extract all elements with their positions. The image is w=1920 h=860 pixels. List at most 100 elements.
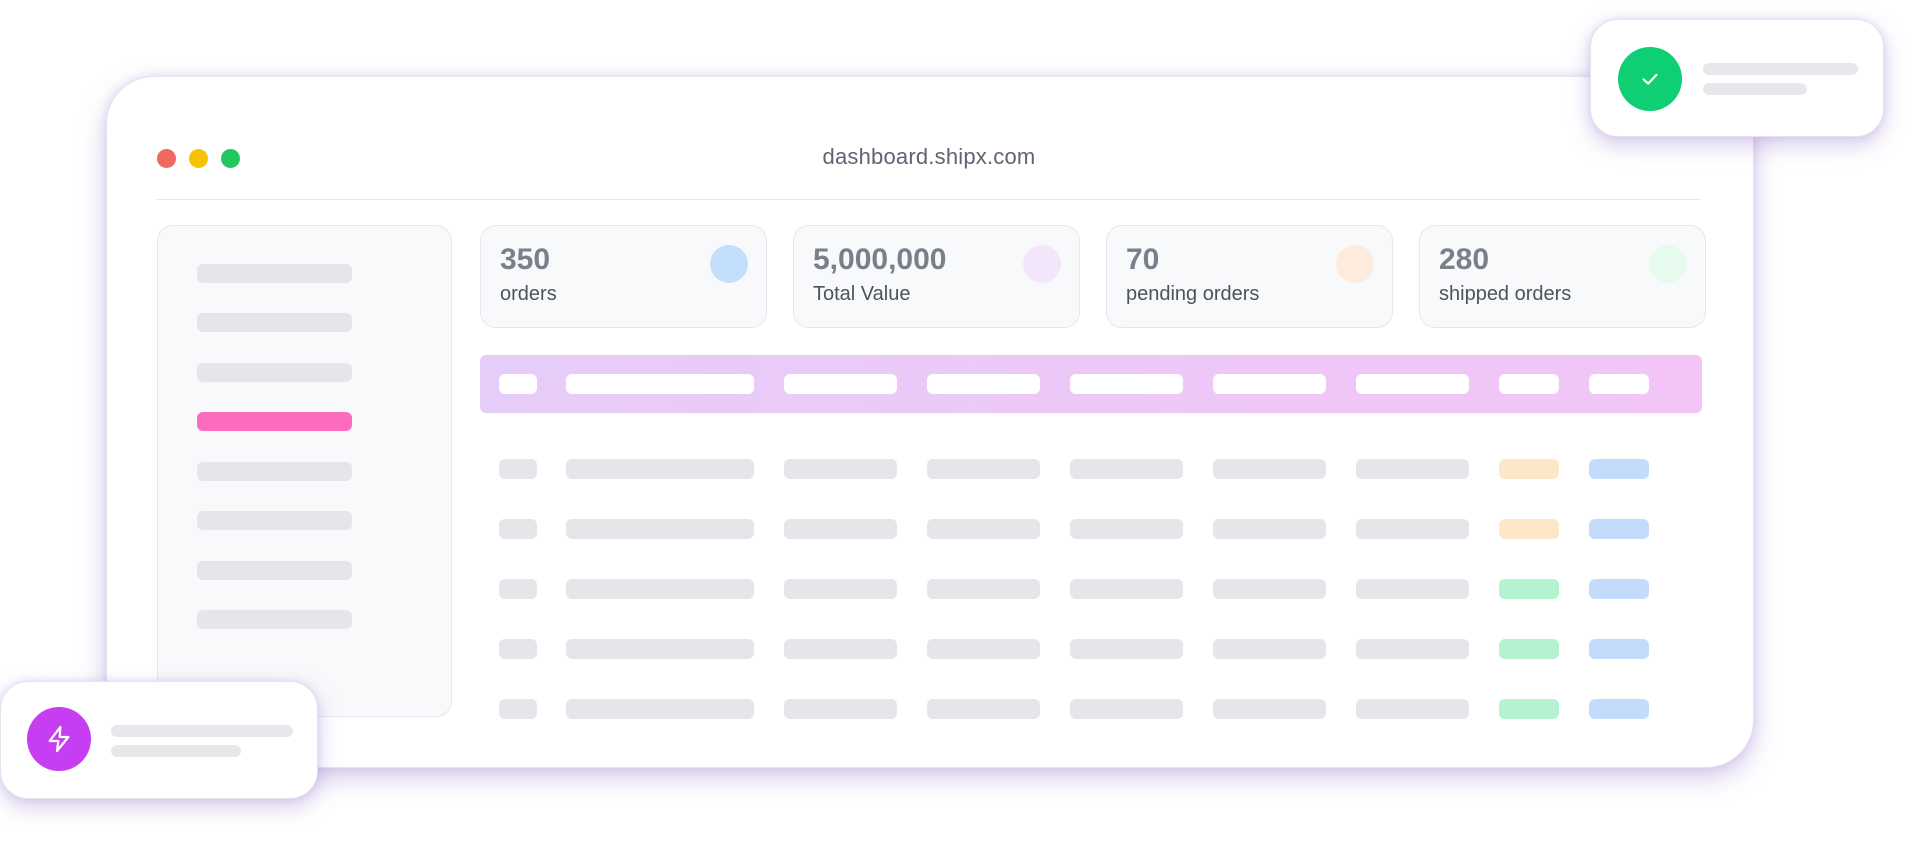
header-cell[interactable]: [499, 374, 537, 394]
header-cell[interactable]: [566, 374, 754, 394]
table-cell: [499, 639, 537, 659]
minimize-window-button[interactable]: [189, 149, 208, 168]
notification-line: [111, 745, 241, 757]
table-row[interactable]: [480, 579, 1702, 599]
status-badge: [1499, 519, 1559, 539]
header-cell[interactable]: [927, 374, 1040, 394]
tag-badge: [1589, 519, 1649, 539]
header-cell[interactable]: [1589, 374, 1649, 394]
sidebar-item-active[interactable]: [197, 412, 352, 431]
check-icon: [1618, 47, 1682, 111]
url-text: dashboard.shipx.com: [822, 144, 1036, 169]
table-cell: [927, 639, 1040, 659]
stat-value: 280: [1439, 243, 1490, 276]
sidebar-item[interactable]: [197, 264, 352, 283]
table-cell: [1070, 519, 1183, 539]
status-badge: [1499, 639, 1559, 659]
stat-label: pending orders: [1126, 283, 1260, 305]
notification-line: [1703, 83, 1807, 95]
stat-badge-icon: [1336, 245, 1374, 283]
status-badge: [1499, 699, 1559, 719]
table-cell: [1213, 639, 1326, 659]
table-cell: [1356, 579, 1469, 599]
table-header: [480, 355, 1702, 413]
sidebar-item[interactable]: [197, 313, 352, 332]
table-cell: [499, 519, 537, 539]
table-cell: [927, 699, 1040, 719]
header-cell[interactable]: [1499, 374, 1559, 394]
sidebar-item[interactable]: [197, 511, 352, 530]
browser-window: dashboard.shipx.com 350 orders 5,000,000…: [106, 76, 1754, 768]
stat-label: orders: [500, 283, 557, 305]
table-cell: [784, 639, 897, 659]
table-cell: [566, 699, 754, 719]
close-window-button[interactable]: [157, 149, 176, 168]
table-cell: [566, 519, 754, 539]
table-cell: [927, 579, 1040, 599]
notification-line: [1703, 63, 1858, 75]
table-cell: [784, 459, 897, 479]
sidebar-item[interactable]: [197, 610, 352, 629]
table-cell: [784, 519, 897, 539]
table-row[interactable]: [480, 519, 1702, 539]
title-bar: dashboard.shipx.com: [157, 139, 1701, 200]
header-cell[interactable]: [1213, 374, 1326, 394]
notification-line: [111, 725, 293, 737]
table-cell: [1070, 699, 1183, 719]
stat-label: Total Value: [813, 283, 911, 305]
tag-badge: [1589, 699, 1649, 719]
tag-badge: [1589, 459, 1649, 479]
stat-card-pending-orders[interactable]: 70 pending orders: [1106, 225, 1393, 328]
stat-card-shipped-orders[interactable]: 280 shipped orders: [1419, 225, 1706, 328]
sidebar-item[interactable]: [197, 462, 352, 481]
stat-value: 70: [1126, 243, 1160, 276]
header-cell[interactable]: [1070, 374, 1183, 394]
header-cell[interactable]: [784, 374, 897, 394]
stat-badge-icon: [1649, 245, 1687, 283]
tag-badge: [1589, 639, 1649, 659]
table-row[interactable]: [480, 639, 1702, 659]
table-cell: [499, 579, 537, 599]
table-cell: [566, 639, 754, 659]
table-cell: [1356, 639, 1469, 659]
table-cell: [1356, 699, 1469, 719]
table-cell: [1356, 519, 1469, 539]
success-notification-card[interactable]: [1590, 19, 1884, 137]
status-badge: [1499, 459, 1559, 479]
tag-badge: [1589, 579, 1649, 599]
table-cell: [1070, 579, 1183, 599]
sidebar: [157, 225, 452, 717]
sidebar-item[interactable]: [197, 561, 352, 580]
stat-label: shipped orders: [1439, 283, 1572, 305]
table-cell: [499, 699, 537, 719]
table-row[interactable]: [480, 459, 1702, 479]
stat-value: 5,000,000: [813, 243, 947, 276]
table-cell: [1070, 459, 1183, 479]
stat-badge-icon: [1023, 245, 1061, 283]
table-cell: [566, 579, 754, 599]
stat-value: 350: [500, 243, 551, 276]
table-cell: [1356, 459, 1469, 479]
status-badge: [1499, 579, 1559, 599]
stat-card-orders[interactable]: 350 orders: [480, 225, 767, 328]
table-cell: [1070, 639, 1183, 659]
table-row[interactable]: [480, 699, 1702, 719]
stat-badge-icon: [710, 245, 748, 283]
sidebar-item[interactable]: [197, 363, 352, 382]
lightning-icon: [27, 707, 91, 771]
table-cell: [784, 699, 897, 719]
maximize-window-button[interactable]: [221, 149, 240, 168]
table-cell: [1213, 459, 1326, 479]
table-cell: [566, 459, 754, 479]
stat-card-total-value[interactable]: 5,000,000 Total Value: [793, 225, 1080, 328]
header-cell[interactable]: [1356, 374, 1469, 394]
table-cell: [1213, 579, 1326, 599]
table-cell: [784, 579, 897, 599]
table-cell: [927, 519, 1040, 539]
table-cell: [1213, 699, 1326, 719]
table-cell: [1213, 519, 1326, 539]
table-cell: [499, 459, 537, 479]
table-cell: [927, 459, 1040, 479]
activity-notification-card[interactable]: [0, 681, 318, 799]
